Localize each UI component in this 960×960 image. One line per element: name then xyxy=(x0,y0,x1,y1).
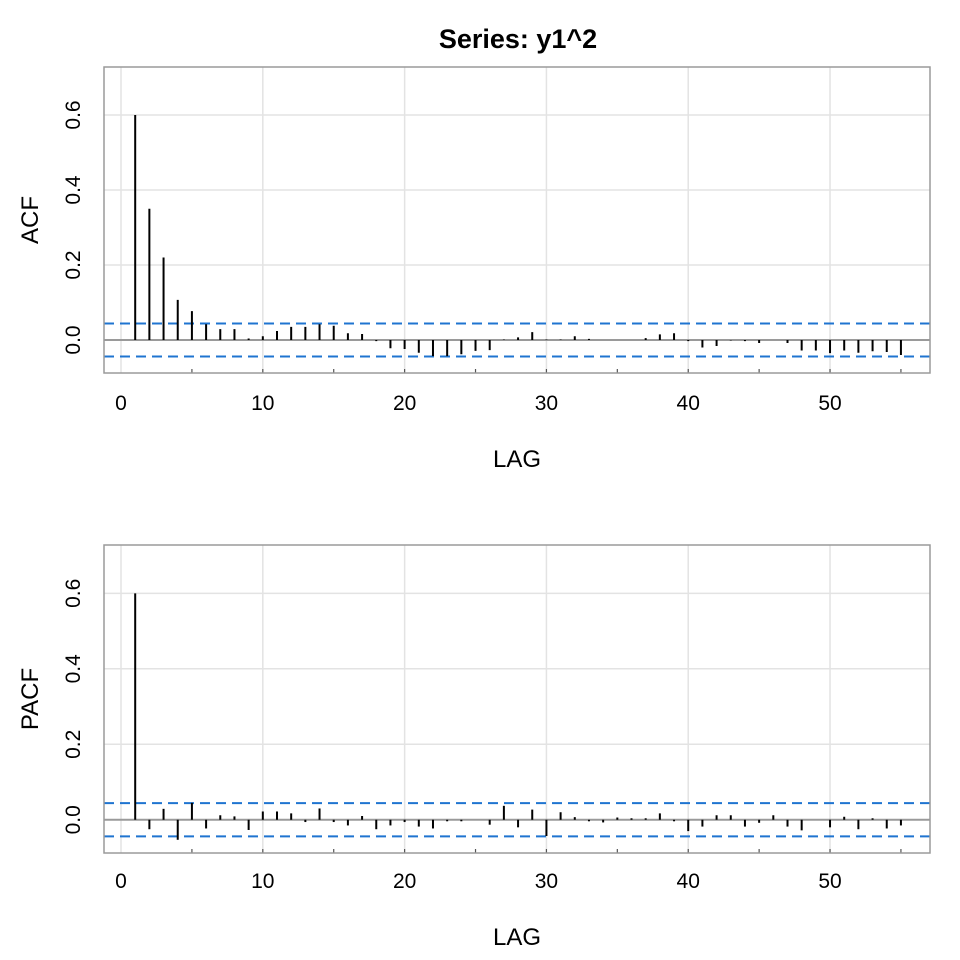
x-axis-label: LAG xyxy=(493,446,541,473)
y-axis-label: PACF xyxy=(17,668,44,730)
x-tick-label: 30 xyxy=(535,392,558,415)
chart-title: Series: y1^2 xyxy=(439,24,597,54)
x-axis-label: LAG xyxy=(493,924,541,951)
x-tick-label: 10 xyxy=(251,392,274,415)
x-tick-label: 10 xyxy=(251,870,274,893)
x-tick-label: 0 xyxy=(115,870,127,893)
plot-frame xyxy=(103,544,931,854)
y-tick-label: 0.2 xyxy=(62,250,85,279)
y-tick-label: 0.4 xyxy=(62,175,85,205)
y-tick-label: 0.2 xyxy=(62,730,85,759)
y-tick-label: 0.0 xyxy=(62,805,85,834)
y-tick-label: 0.4 xyxy=(62,654,85,684)
x-tick-label: 40 xyxy=(677,392,700,415)
y-tick-label: 0.0 xyxy=(62,325,85,354)
x-tick-label: 20 xyxy=(393,870,416,893)
plot-frame xyxy=(103,66,931,374)
x-tick-label: 20 xyxy=(393,392,416,415)
acf-panel: 0 10 20 30 40 50 0.0 0.2 0.4 0.6 LAG ACF xyxy=(17,66,931,473)
x-tick-label: 50 xyxy=(818,870,841,893)
pacf-panel: 0 10 20 30 40 50 0.0 0.2 0.4 0.6 LAG PACF xyxy=(17,544,931,951)
x-tick-label: 30 xyxy=(535,870,558,893)
x-tick-label: 50 xyxy=(818,392,841,415)
y-tick-label: 0.6 xyxy=(62,100,85,129)
y-tick-label: 0.6 xyxy=(62,579,85,608)
x-tick-label: 0 xyxy=(115,392,127,415)
x-tick-label: 40 xyxy=(677,870,700,893)
y-axis-label: ACF xyxy=(17,196,44,244)
